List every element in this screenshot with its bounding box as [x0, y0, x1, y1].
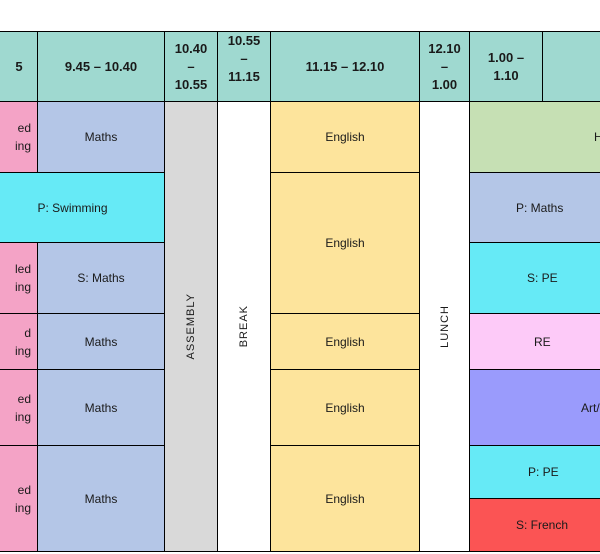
row-6b-col-6: S: French: [469, 498, 600, 552]
row-1-col-1: Maths: [37, 101, 165, 173]
row-2-col-6: P: Maths: [469, 172, 600, 243]
header-col-2-dash: –: [187, 58, 195, 74]
break-column: BREAK: [217, 101, 271, 552]
header-col-5-end: 1.00: [431, 76, 458, 92]
row-5-col-0-text: ed ing: [14, 391, 31, 424]
row-4-col-0: d ing: [0, 313, 38, 370]
row-2-col-0-1-text: P: Swimming: [37, 200, 108, 215]
row-1-col-1-text: Maths: [84, 130, 118, 144]
header-col-4-time: 11.15 – 12.10: [305, 58, 385, 74]
row-5-col-4-text: English: [325, 400, 365, 415]
header-col-3-dash: –: [240, 51, 248, 66]
row-4-col-1: Maths: [37, 313, 165, 370]
assembly-label: ASSEMBLY: [185, 293, 197, 360]
header-col-4: 11.15 – 12.10: [270, 31, 420, 102]
row-3-col-6-text: S: PE: [527, 271, 558, 285]
header-col-7: [542, 31, 600, 102]
row-5-col-1: Maths: [37, 369, 165, 446]
row-3-col-6: S: PE: [469, 242, 600, 314]
row-2-col-0-1: P: Swimming: [0, 172, 165, 243]
header-col-2: 10.40 – 10.55: [164, 31, 218, 102]
header-col-6-end: 1.10: [493, 67, 519, 83]
row-2-3-col-4: English: [270, 172, 420, 314]
row-1-col-6-text: H: [594, 130, 600, 144]
row-1-col-4: English: [270, 101, 420, 173]
row-6-col-1: Maths: [37, 445, 165, 552]
row-6-col-0: ed ing: [0, 445, 38, 552]
row-4-col-6: RE: [469, 313, 600, 370]
header-col-3-start: 10.55: [227, 33, 261, 48]
header-col-5-start: 12.10: [428, 40, 461, 56]
row-1-col-0-text: ed ing: [14, 121, 31, 153]
assembly-column: ASSEMBLY: [164, 101, 218, 552]
header-col-1: 9.45 – 10.40: [37, 31, 165, 102]
row-6-col-4: English: [270, 445, 420, 552]
row-6a-col-6: P: PE: [469, 445, 600, 499]
row-3-col-1: S: Maths: [37, 242, 165, 314]
header-col-3-end: 11.15: [228, 69, 260, 84]
row-6-col-0-text: ed ing: [14, 482, 31, 515]
row-4-col-6-text: RE: [534, 334, 551, 349]
row-2-col-6-text: P: Maths: [516, 200, 564, 215]
row-1-col-6: H: [469, 101, 600, 173]
row-4-col-4: English: [270, 313, 420, 370]
header-col-0-time: 5: [15, 58, 23, 74]
row-1-col-4-text: English: [325, 130, 365, 144]
row-3-col-0-text: led ing: [14, 262, 31, 294]
row-6-col-4-text: English: [325, 491, 365, 506]
row-1-col-0: ed ing: [0, 101, 38, 173]
row-4-col-4-text: English: [325, 334, 365, 349]
header-col-3: 10.55 – 11.15: [217, 31, 271, 102]
row-2-col-4-text: English: [325, 236, 365, 250]
header-col-2-end: 10.55: [174, 76, 208, 92]
header-col-6-start: 1.00 –: [487, 49, 525, 65]
header-col-2-start: 10.40: [174, 40, 208, 56]
lunch-column: LUNCH: [419, 101, 470, 552]
row-6-col-1-text: Maths: [84, 491, 118, 506]
row-4-col-0-text: d ing: [14, 325, 31, 358]
row-4-col-1-text: Maths: [84, 334, 118, 349]
row-3-col-0: led ing: [0, 242, 38, 314]
row-5-col-4: English: [270, 369, 420, 446]
row-5-col-6: Art/: [469, 369, 600, 446]
row-5-col-1-text: Maths: [84, 400, 118, 415]
header-col-5: 12.10 – 1.00: [419, 31, 470, 102]
break-label: BREAK: [238, 305, 250, 348]
row-5-col-0: ed ing: [0, 369, 38, 446]
lunch-label: LUNCH: [438, 305, 451, 348]
row-5-col-6-text: Art/: [581, 400, 600, 415]
header-col-0: 5: [0, 31, 38, 102]
row-6b-col-6-text: S: French: [516, 518, 569, 532]
row-6a-col-6-text: P: PE: [528, 465, 559, 479]
row-3-col-1-text: S: Maths: [77, 271, 125, 285]
header-col-1-time: 9.45 – 10.40: [64, 58, 138, 74]
header-col-5-dash: –: [440, 58, 449, 74]
header-col-6: 1.00 – 1.10: [469, 31, 543, 102]
